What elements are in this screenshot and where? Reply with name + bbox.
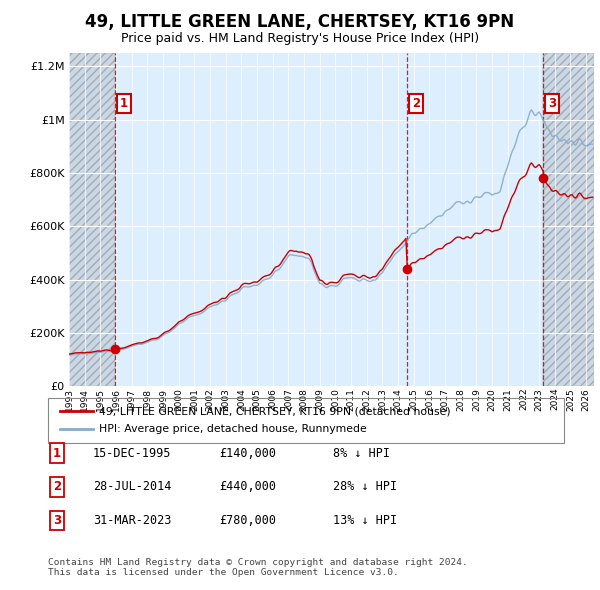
Bar bbox=[69, 53, 115, 386]
Text: 28-JUL-2014: 28-JUL-2014 bbox=[93, 480, 172, 493]
Text: HPI: Average price, detached house, Runnymede: HPI: Average price, detached house, Runn… bbox=[99, 424, 367, 434]
Text: 49, LITTLE GREEN LANE, CHERTSEY, KT16 9PN (detached house): 49, LITTLE GREEN LANE, CHERTSEY, KT16 9P… bbox=[99, 407, 451, 416]
Text: 8% ↓ HPI: 8% ↓ HPI bbox=[333, 447, 390, 460]
Text: 1: 1 bbox=[53, 447, 61, 460]
Text: 13% ↓ HPI: 13% ↓ HPI bbox=[333, 514, 397, 527]
Text: 3: 3 bbox=[548, 97, 556, 110]
Text: £140,000: £140,000 bbox=[219, 447, 276, 460]
Text: 15-DEC-1995: 15-DEC-1995 bbox=[93, 447, 172, 460]
Text: £440,000: £440,000 bbox=[219, 480, 276, 493]
Text: 49, LITTLE GREEN LANE, CHERTSEY, KT16 9PN: 49, LITTLE GREEN LANE, CHERTSEY, KT16 9P… bbox=[85, 14, 515, 31]
Bar bbox=[543, 53, 594, 386]
Text: 3: 3 bbox=[53, 514, 61, 527]
Text: £780,000: £780,000 bbox=[219, 514, 276, 527]
Text: 2: 2 bbox=[53, 480, 61, 493]
Text: Contains HM Land Registry data © Crown copyright and database right 2024.
This d: Contains HM Land Registry data © Crown c… bbox=[48, 558, 468, 577]
Text: 28% ↓ HPI: 28% ↓ HPI bbox=[333, 480, 397, 493]
Text: 1: 1 bbox=[120, 97, 128, 110]
Text: 31-MAR-2023: 31-MAR-2023 bbox=[93, 514, 172, 527]
Text: Price paid vs. HM Land Registry's House Price Index (HPI): Price paid vs. HM Land Registry's House … bbox=[121, 32, 479, 45]
Text: 2: 2 bbox=[412, 97, 420, 110]
